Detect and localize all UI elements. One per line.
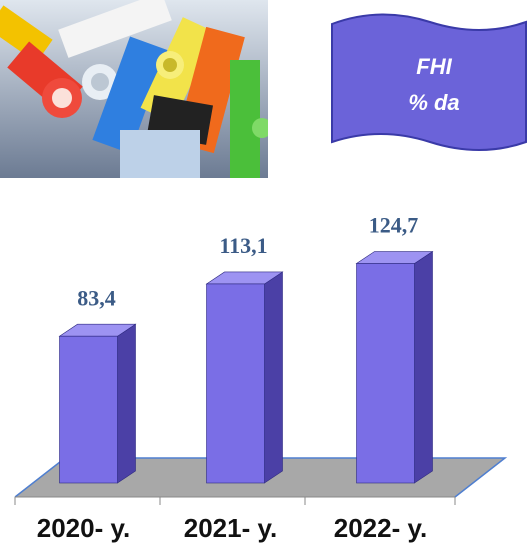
banner-title: FHI xyxy=(416,54,452,79)
bar-side xyxy=(117,323,136,484)
x-tick-label: 2020- y. xyxy=(37,513,130,543)
value-label: 113,1 xyxy=(219,233,267,258)
banner xyxy=(331,13,527,151)
x-tick-label: 2022- y. xyxy=(334,513,427,543)
floor-edge xyxy=(14,457,508,498)
value-label: 83,4 xyxy=(77,285,116,310)
bar xyxy=(206,283,265,484)
bar xyxy=(59,335,118,484)
x-tick-label: 2021- y. xyxy=(184,513,277,543)
bar-side xyxy=(264,271,283,484)
value-label: 124,7 xyxy=(369,213,419,238)
bar-side xyxy=(414,250,433,484)
photo xyxy=(0,0,268,178)
banner-subtitle: % da xyxy=(408,90,459,115)
bar xyxy=(356,263,415,484)
